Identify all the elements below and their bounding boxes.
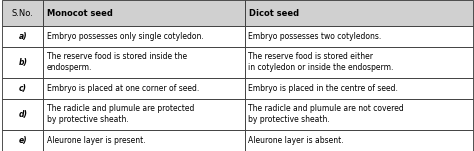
Text: e): e) (18, 136, 27, 145)
Bar (2, 26, 43, 47)
Bar (2, 47, 43, 78)
Bar (43, 78, 245, 99)
Text: The reserve food is stored inside the
endosperm.: The reserve food is stored inside the en… (46, 52, 187, 72)
Text: c): c) (19, 84, 27, 93)
Text: The radicle and plumule are not covered
by protective sheath.: The radicle and plumule are not covered … (248, 104, 404, 124)
Text: d): d) (18, 110, 27, 119)
Bar (2, 99, 43, 130)
Bar (43, 0, 245, 26)
Bar (43, 99, 245, 130)
Bar (245, 130, 473, 151)
Bar (43, 47, 245, 78)
Bar (2, 78, 43, 99)
Text: Embryo is placed at one corner of seed.: Embryo is placed at one corner of seed. (46, 84, 199, 93)
Text: Embryo possesses only single cotyledon.: Embryo possesses only single cotyledon. (46, 32, 203, 41)
Bar (2, 0, 43, 26)
Text: Embryo is placed in the centre of seed.: Embryo is placed in the centre of seed. (248, 84, 398, 93)
Bar (245, 0, 473, 26)
Text: Aleurone layer is present.: Aleurone layer is present. (46, 136, 145, 145)
Text: Dicot seed: Dicot seed (248, 9, 299, 18)
Bar (2, 130, 43, 151)
Text: The radicle and plumule are protected
by protective sheath.: The radicle and plumule are protected by… (46, 104, 194, 124)
Text: S.No.: S.No. (12, 9, 34, 18)
Bar (43, 130, 245, 151)
Bar (245, 78, 473, 99)
Bar (245, 26, 473, 47)
Text: The reserve food is stored either
in cotyledon or inside the endosperm.: The reserve food is stored either in cot… (248, 52, 393, 72)
Bar (245, 47, 473, 78)
Text: Embryo possesses two cotyledons.: Embryo possesses two cotyledons. (248, 32, 381, 41)
Text: Monocot seed: Monocot seed (47, 9, 113, 18)
Bar (245, 99, 473, 130)
Bar (43, 26, 245, 47)
Text: Aleurone layer is absent.: Aleurone layer is absent. (248, 136, 344, 145)
Text: a): a) (18, 32, 27, 41)
Text: b): b) (18, 58, 27, 67)
